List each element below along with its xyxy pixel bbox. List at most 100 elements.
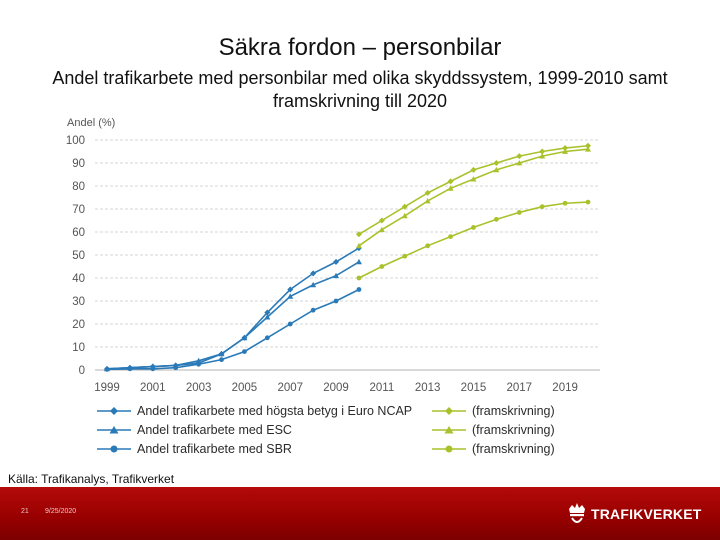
data-point (424, 197, 431, 204)
y-tick-label: 50 (72, 250, 85, 262)
y-axis-title: Andel (%) (67, 117, 115, 129)
data-point (539, 153, 546, 159)
y-tick-label: 30 (72, 296, 85, 308)
x-tick-label: 2007 (277, 382, 303, 394)
y-tick-label: 60 (72, 227, 85, 239)
data-point (516, 210, 522, 215)
data-point (310, 270, 317, 277)
slide-subtitle: Andel trafikarbete med personbilar med o… (52, 68, 668, 111)
x-tick-label: 2015 (461, 382, 487, 394)
data-point (127, 366, 133, 372)
data-point (333, 258, 340, 265)
source-note: Källa: Trafikanalys, Trafikverket (8, 472, 175, 486)
y-tick-label: 80 (72, 181, 85, 193)
series-line-3 (358, 144, 589, 235)
data-point (424, 189, 431, 196)
y-tick-label: 70 (72, 204, 85, 216)
x-tick-label: 2019 (552, 382, 578, 394)
data-point (470, 166, 477, 173)
data-point (264, 335, 270, 341)
data-point (425, 243, 431, 249)
data-point (539, 204, 545, 210)
data-point (355, 242, 362, 249)
data-point (241, 334, 248, 341)
data-point (173, 365, 179, 371)
crown-emblem-icon (569, 503, 585, 523)
legend-swatch-historic-diamond (97, 407, 131, 415)
data-point (585, 142, 591, 149)
series-line-2 (106, 288, 360, 371)
data-point (310, 307, 316, 313)
data-point (585, 199, 591, 205)
data-point (287, 321, 293, 327)
x-tick-label: 2017 (506, 382, 532, 394)
x-tick-label: 2003 (186, 382, 212, 394)
data-point (218, 350, 225, 357)
data-point (195, 357, 202, 364)
data-point (356, 275, 362, 281)
data-point (470, 176, 477, 182)
legend-swatch-historic-circle (97, 445, 131, 453)
legend-swatch-projection-diamond (432, 407, 466, 415)
legend-swatch-projection-triangle (432, 426, 466, 434)
data-point (355, 231, 362, 238)
x-tick-label: 2009 (323, 382, 349, 394)
y-tick-label: 40 (72, 273, 85, 285)
x-tick-label: 2005 (232, 382, 258, 394)
data-point (448, 234, 453, 239)
x-tick-label: 2013 (415, 382, 441, 394)
data-point (493, 166, 500, 173)
series-line-1 (106, 261, 360, 370)
line-chart: Andel (%) 0 10 20 30 40 50 60 70 80 90 100 1999 2001 2… (66, 117, 600, 394)
data-point (242, 349, 247, 354)
data-point (401, 212, 408, 219)
data-point (333, 298, 339, 304)
data-point (104, 366, 110, 372)
data-point (402, 253, 408, 259)
data-point (493, 160, 500, 166)
data-point (516, 153, 523, 160)
slide-number: 21 (21, 508, 29, 515)
data-point (196, 361, 202, 367)
legend-swatch-historic-triangle (97, 426, 131, 434)
legend-swatch-projection-circle (432, 445, 466, 453)
data-point (356, 287, 362, 292)
data-point (355, 258, 362, 265)
x-tick-label: 2001 (140, 382, 166, 394)
x-tick-label: 2011 (369, 382, 394, 394)
data-point (562, 200, 568, 206)
data-point (219, 357, 224, 363)
data-point (378, 226, 385, 233)
data-point (562, 145, 569, 152)
data-point (471, 225, 476, 230)
data-point (310, 281, 317, 288)
x-tick-label: 1999 (94, 382, 120, 394)
data-point (333, 272, 340, 279)
slide-date: 9/25/2020 (45, 508, 77, 515)
data-point (378, 217, 385, 224)
data-point (379, 264, 385, 269)
y-tick-label: 20 (72, 319, 85, 331)
y-tick-label: 10 (72, 342, 85, 354)
slide-title: Säkra fordon – personbilar (218, 34, 502, 61)
data-point (287, 293, 294, 299)
data-point (264, 309, 271, 316)
legend-label: Andel trafikarbete med högsta betyg i Eu… (137, 404, 413, 418)
legend-label: (framskrivning) (472, 404, 555, 418)
data-point (562, 148, 569, 154)
brand-name: TRAFIKVERKET (591, 506, 702, 522)
footer-bar: 21 9/25/2020 TRAFIKVERKET (0, 487, 720, 540)
data-point (516, 160, 523, 166)
y-tick-label: 100 (66, 135, 85, 147)
data-point (447, 185, 454, 191)
legend-label: Andel trafikarbete med ESC (137, 423, 292, 437)
data-point (493, 216, 499, 222)
y-tick-label: 0 (79, 365, 85, 377)
data-point (287, 286, 294, 293)
series-line-0 (106, 247, 360, 370)
data-point (447, 178, 454, 185)
data-point (585, 146, 591, 152)
data-point (150, 366, 156, 372)
data-point (401, 203, 408, 210)
series-line-4 (358, 148, 589, 247)
